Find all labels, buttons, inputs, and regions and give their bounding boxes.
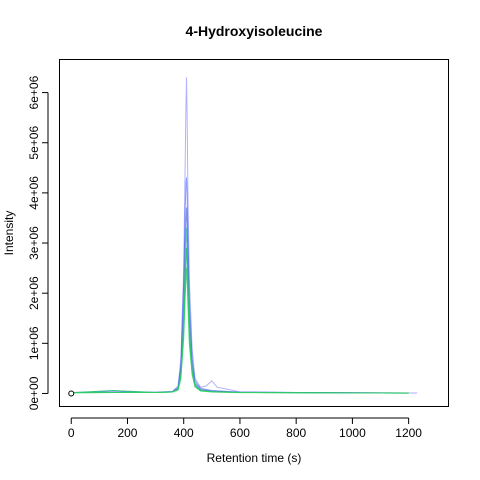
x-tick-label: 600 [230,426,250,440]
plot-frame [59,59,449,407]
x-axis-label: Retention time (s) [207,451,302,465]
series-line-5 [71,247,409,394]
x-tick-label: 1000 [339,426,366,440]
series-line-3 [71,207,409,394]
y-tick-label: 1e+06 [27,326,41,360]
y-tick-label: 5e+06 [27,126,41,160]
y-axis: 0e+00 1e+06 2e+06 3e+06 4e+06 5e+06 6e+06 [27,75,49,410]
series-line-4 [71,227,409,394]
series-line-1 [71,77,418,394]
series-line-2 [71,177,409,394]
y-tick-label: 0e+00 [27,376,41,410]
y-tick-label: 2e+06 [27,276,41,310]
x-tick-label: 1200 [395,426,422,440]
x-tick-label: 400 [174,426,194,440]
x-tick-label: 800 [286,426,306,440]
x-axis: 0 200 400 600 800 1000 1200 [68,417,422,440]
y-axis-label: Intensity [2,211,16,256]
origin-marker [68,390,75,397]
y-tick-label: 6e+06 [27,75,41,109]
x-tick-label: 0 [68,426,75,440]
y-tick-label: 3e+06 [27,226,41,260]
y-tick-label: 4e+06 [27,176,41,210]
chart-title: 4-Hydroxyisoleucine [186,23,323,39]
x-tick-label: 200 [117,426,137,440]
plot-lines [68,77,418,397]
series-line-6 [71,267,409,394]
